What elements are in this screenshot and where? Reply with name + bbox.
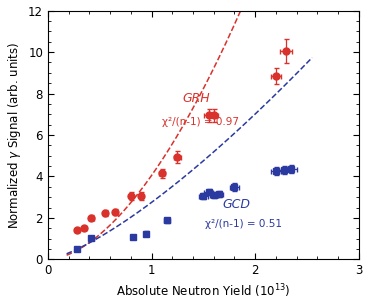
- X-axis label: Absolute Neutron Yield (10$^{13}$): Absolute Neutron Yield (10$^{13}$): [116, 283, 291, 300]
- Text: GRH: GRH: [183, 92, 210, 105]
- Text: χ²/(n-1) = 0.51: χ²/(n-1) = 0.51: [205, 219, 282, 229]
- Text: GCD: GCD: [222, 198, 250, 211]
- Y-axis label: Normalized $\gamma$ Signal (arb. units): Normalized $\gamma$ Signal (arb. units): [6, 41, 22, 229]
- Text: χ²/(n-1) = 0.97: χ²/(n-1) = 0.97: [162, 117, 239, 127]
